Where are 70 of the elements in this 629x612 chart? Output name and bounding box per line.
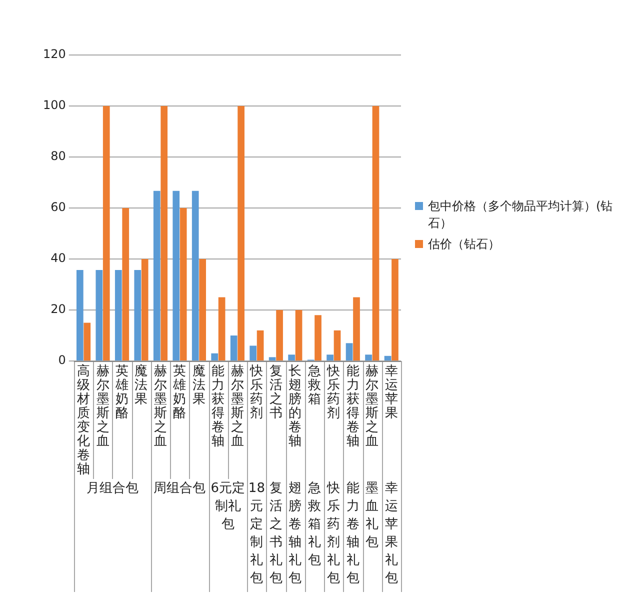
text: 幸运苹果礼包	[384, 480, 398, 586]
bar	[141, 259, 148, 360]
bar	[153, 190, 160, 360]
x-tick-label: 长翅膀的卷轴	[288, 364, 302, 449]
text: 能力卷轴礼包	[346, 480, 360, 586]
x-tick-label: 赫尔墨斯之血	[96, 364, 110, 449]
text: 周组合包	[154, 480, 206, 496]
text: 18元定制礼包	[248, 480, 265, 586]
x-tick-label: 快乐药剂	[249, 364, 264, 421]
text: 墨血礼包	[366, 480, 379, 550]
bar	[172, 190, 180, 360]
bar	[353, 297, 360, 360]
x-tick-label: 复活之书	[269, 364, 282, 421]
bar	[268, 357, 276, 360]
bar	[96, 270, 103, 360]
bar	[334, 330, 341, 360]
bar	[192, 190, 199, 360]
bar	[326, 354, 334, 360]
x-tick-label: 赫尔墨斯之血	[230, 364, 244, 449]
legend-label: 估价（钻石）	[428, 236, 500, 253]
y-tick-label: 0	[58, 353, 66, 368]
text: 月组合包	[86, 480, 138, 496]
bar	[102, 106, 110, 360]
x-tick-label: 快乐药剂	[326, 364, 340, 421]
y-tick-label: 80	[50, 149, 66, 164]
text: 6元定制礼包	[210, 480, 245, 532]
bar	[392, 259, 398, 360]
text: 快乐药剂礼包	[326, 480, 340, 586]
bar	[122, 208, 130, 360]
bar	[314, 315, 322, 360]
x-tick-label: 赫尔墨斯之血	[154, 364, 167, 449]
bar	[199, 259, 206, 360]
x-tick-label: 能力获得卷轴	[346, 364, 360, 449]
y-tick-label: 120	[43, 47, 66, 62]
x-tick-label: 高级材质变化卷轴	[76, 362, 90, 477]
x-tick-label: 急救箱	[306, 364, 321, 407]
text: 翅膀卷轴礼包	[288, 480, 302, 586]
x-tick-label: 幸运苹果	[384, 364, 398, 421]
x-tick-label: 能力获得卷轴	[212, 364, 225, 449]
legend-label: 包中价格（多个物品平均计算）(钻石）	[428, 198, 614, 232]
x-tick-label: 赫尔墨斯之血	[366, 364, 379, 449]
x-tick-label: 英雄奶酪	[114, 364, 129, 421]
bar	[384, 356, 392, 360]
x-tick-label: 英雄奶酪	[172, 364, 186, 421]
y-tick-label: 60	[50, 200, 66, 214]
bar	[180, 208, 187, 360]
x-tick-label: 魔法果	[134, 364, 148, 407]
bar	[218, 297, 226, 360]
bar	[230, 336, 238, 360]
bar	[84, 322, 91, 360]
y-tick-label: 100	[43, 98, 66, 112]
bar	[160, 106, 168, 360]
x-tick-label: 魔法果	[192, 364, 206, 407]
bar	[114, 270, 122, 360]
y-tick-label: 40	[50, 251, 66, 266]
bar	[211, 353, 218, 360]
bar	[134, 270, 142, 360]
bar	[238, 106, 244, 360]
y-tick-label: 20	[50, 302, 66, 316]
bar	[250, 346, 257, 360]
bar	[372, 106, 380, 360]
text: 复活之书礼包	[269, 480, 282, 586]
bar	[288, 354, 295, 360]
bar	[295, 310, 302, 360]
bar	[365, 354, 372, 360]
text: 急救箱礼包	[306, 480, 321, 568]
bar	[276, 310, 283, 360]
bar	[346, 343, 353, 360]
bar	[76, 270, 84, 360]
bar	[256, 330, 264, 360]
